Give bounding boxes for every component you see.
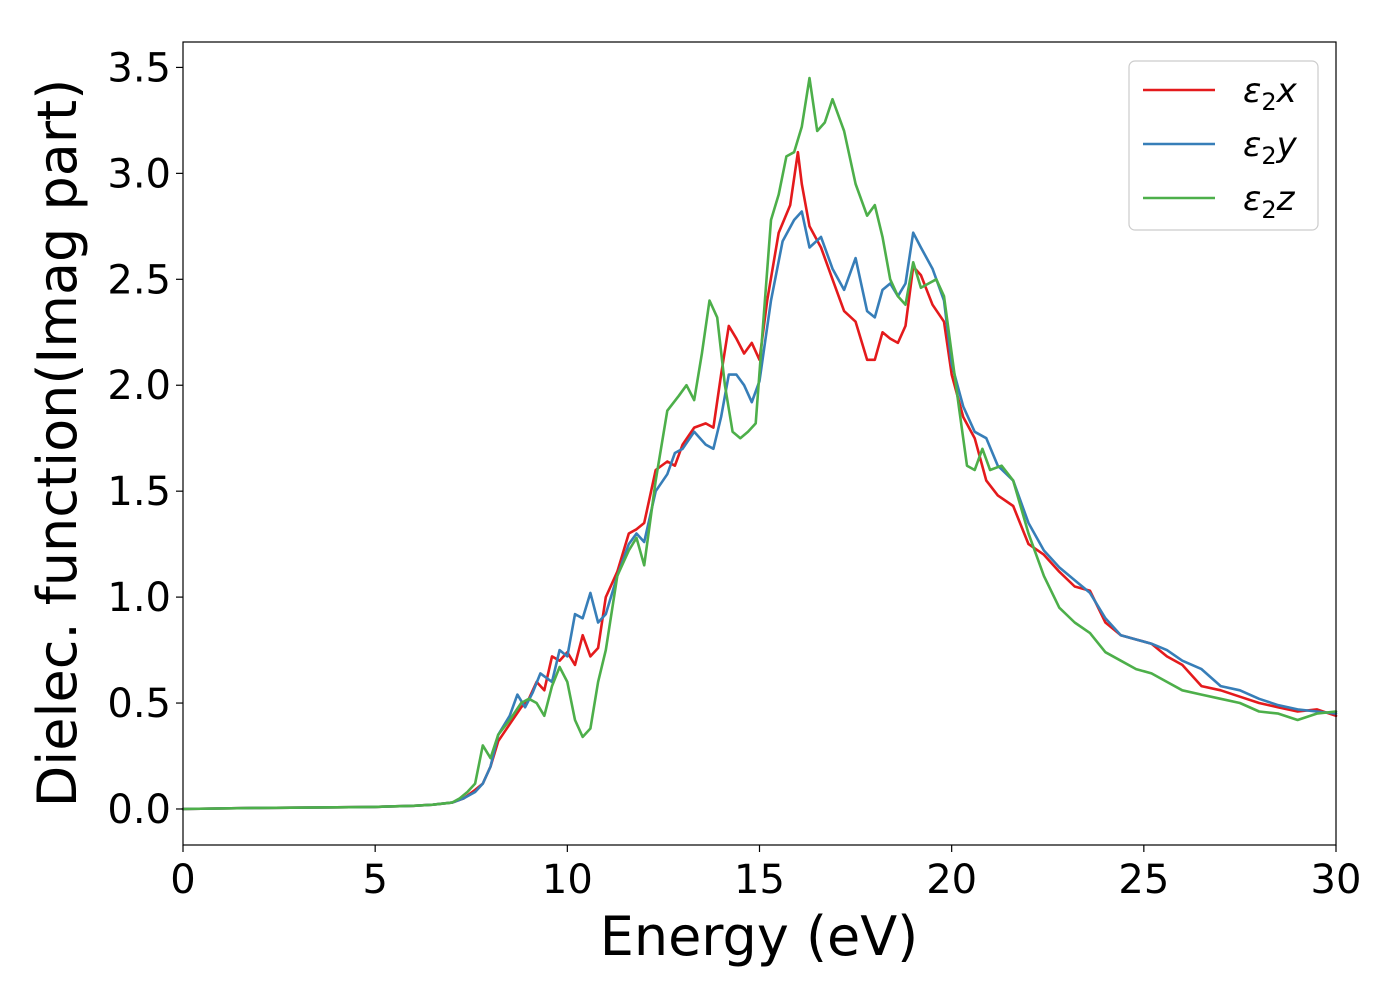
legend-label-z: ε2z — [1243, 179, 1296, 224]
y-tick-label: 3.5 — [107, 45, 171, 91]
y-axis: 0.0 0.5 1.0 1.5 2.0 2.5 3.0 3.5 — [107, 45, 183, 833]
x-tick-label: 20 — [926, 857, 977, 903]
legend-box — [1128, 60, 1319, 231]
y-tick-label: 0.5 — [107, 681, 171, 727]
x-tick-label: 25 — [1118, 857, 1169, 903]
series-line-z — [181, 76, 1338, 811]
legend-label-y: ε2y — [1243, 125, 1298, 170]
x-tick-label: 5 — [362, 857, 387, 903]
y-tick-label: 1.0 — [107, 575, 171, 621]
x-tick-label: 30 — [1311, 857, 1362, 903]
x-tick-label: 15 — [734, 857, 785, 903]
legend-label-x: ε2x — [1243, 71, 1298, 116]
series-line-x — [181, 150, 1338, 811]
y-axis-title: Dielec. function(Imag part) — [26, 79, 89, 808]
x-axis-title: Energy (eV) — [600, 905, 919, 968]
y-tick-label: 3.0 — [107, 151, 171, 197]
y-tick-label: 1.5 — [107, 469, 171, 515]
x-axis: 0 5 10 15 20 25 30 — [170, 845, 1361, 903]
x-tick-label: 0 — [170, 857, 195, 903]
legend: ε2x ε2y ε2z — [1128, 60, 1319, 231]
x-tick-label: 10 — [542, 857, 593, 903]
y-tick-label: 2.5 — [107, 257, 171, 303]
y-tick-label: 2.0 — [107, 363, 171, 409]
y-tick-label: 0.0 — [107, 787, 171, 833]
series-layer — [181, 76, 1338, 811]
series-line-y — [181, 210, 1338, 811]
